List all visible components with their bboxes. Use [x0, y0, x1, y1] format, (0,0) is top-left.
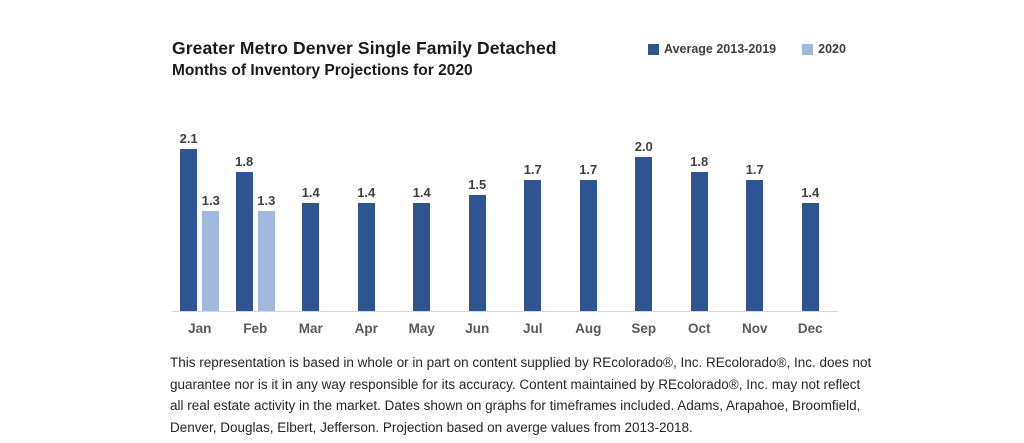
- data-label-jun: 1.5: [468, 177, 487, 192]
- data-label-aug: 1.7: [579, 162, 598, 177]
- bar-group-dec: 1.4: [783, 185, 839, 311]
- bar-wrap: 1.4: [413, 185, 431, 311]
- legend-label-average: Average 2013-2019: [664, 42, 777, 56]
- bar-wrap: 1.4: [302, 185, 320, 311]
- legend-item-2020: 2020: [802, 42, 846, 56]
- x-tick-jul: Jul: [522, 321, 543, 336]
- chart-subtitle: Months of Inventory Projections for 2020: [172, 62, 473, 79]
- bar-avg-aug: [579, 180, 597, 311]
- x-tick-nov: Nov: [741, 321, 768, 336]
- bar-group-oct: 1.8: [672, 154, 728, 311]
- bar-group-jun: 1.5: [450, 177, 506, 311]
- x-axis-labels: Jan Feb Mar Apr May Jun Jul Aug Sep Oct Nov Dec: [172, 321, 838, 336]
- data-label-apr: 1.4: [357, 185, 376, 200]
- bar-2020-feb: [257, 211, 275, 311]
- bar-group-aug: 1.7: [561, 162, 617, 311]
- bar-wrap: 1.8: [690, 154, 708, 311]
- bar-avg-jun: [468, 195, 486, 311]
- bar-wrap: 2.0: [635, 139, 653, 311]
- data-label-may: 1.4: [412, 185, 431, 200]
- title-block: Greater Metro Denver Single Family Detac…: [172, 38, 557, 80]
- bar-avg-mar: [302, 203, 320, 311]
- disclaimer-line: guarantee nor is it in any way responsib…: [170, 376, 861, 392]
- bar-group-sep: 2.0: [616, 139, 672, 311]
- bar-wrap: 2.1: [180, 131, 198, 311]
- disclaimer-text: This representation is based in whole or…: [170, 352, 876, 438]
- plot-area: 2.1 1.3 1.8 1.3 1.4 1.4 1.4 1.5 1.7 1.7 2.0 1.8 1.7 1…: [172, 126, 838, 312]
- bar-wrap: 1.7: [524, 162, 542, 311]
- bar-wrap: 1.8: [235, 154, 253, 311]
- bar-group-mar: 1.4: [283, 185, 339, 311]
- x-tick-feb: Feb: [243, 321, 268, 336]
- x-tick-dec: Dec: [797, 321, 823, 336]
- bar-group-jan: 2.1 1.3: [172, 131, 228, 311]
- bar-avg-apr: [357, 203, 375, 311]
- data-label-mar: 1.4: [301, 185, 320, 200]
- data-label-feb: 1.3: [257, 193, 276, 208]
- bar-wrap: 1.4: [357, 185, 375, 311]
- bar-avg-feb: [235, 172, 253, 311]
- x-tick-oct: Oct: [687, 321, 711, 336]
- legend-item-average: Average 2013-2019: [648, 42, 776, 56]
- bar-2020-jan: [202, 211, 220, 311]
- bar-group-may: 1.4: [394, 185, 450, 311]
- disclaimer-line: Denver, Douglas, Elbert, Jefferson. Proj…: [170, 419, 693, 435]
- x-tick-may: May: [408, 321, 435, 336]
- data-label-jan: 2.1: [179, 131, 198, 146]
- bar-group-jul: 1.7: [505, 162, 561, 311]
- x-tick-apr: Apr: [354, 321, 378, 336]
- bar-avg-dec: [801, 203, 819, 311]
- x-tick-aug: Aug: [575, 321, 602, 336]
- chart-legend: Average 2013-2019 2020: [648, 42, 846, 56]
- x-tick-jun: Jun: [465, 321, 490, 336]
- bar-group-apr: 1.4: [339, 185, 395, 311]
- data-label-nov: 1.7: [745, 162, 764, 177]
- data-label-feb: 1.8: [235, 154, 254, 169]
- x-tick-mar: Mar: [298, 321, 323, 336]
- bar-avg-jul: [524, 180, 542, 311]
- bar-avg-sep: [635, 157, 653, 311]
- bar-group-nov: 1.7: [727, 162, 783, 311]
- legend-swatch-dark-blue-icon: [648, 43, 659, 55]
- data-label-jan: 1.3: [201, 193, 220, 208]
- chart-area: 2.1 1.3 1.8 1.3 1.4 1.4 1.4 1.5 1.7 1.7 2.0 1.8 1.7 1…: [172, 126, 838, 336]
- bar-avg-nov: [746, 180, 764, 311]
- bar-group-feb: 1.8 1.3: [228, 154, 284, 311]
- bar-avg-may: [413, 203, 431, 311]
- disclaimer-line: This representation is based in whole or…: [170, 355, 872, 370]
- bar-wrap: 1.7: [579, 162, 597, 311]
- bar-wrap: 1.5: [468, 177, 486, 311]
- data-label-jul: 1.7: [523, 162, 542, 177]
- bar-wrap: 1.4: [801, 185, 819, 311]
- data-label-dec: 1.4: [801, 185, 820, 200]
- legend-swatch-light-blue-icon: [802, 43, 814, 55]
- bar-wrap: 1.3: [202, 193, 220, 311]
- bar-avg-jan: [180, 149, 198, 311]
- chart-title: Greater Metro Denver Single Family Detac…: [172, 38, 557, 58]
- disclaimer-line: all real estate activity in the market. …: [170, 398, 861, 413]
- data-label-sep: 2.0: [634, 139, 653, 154]
- x-tick-sep: Sep: [631, 321, 657, 336]
- bar-wrap: 1.3: [257, 193, 275, 311]
- legend-label-2020: 2020: [818, 42, 846, 56]
- x-tick-jan: Jan: [188, 321, 212, 336]
- bar-avg-oct: [690, 172, 708, 311]
- bar-wrap: 1.7: [746, 162, 764, 311]
- data-label-oct: 1.8: [690, 154, 709, 169]
